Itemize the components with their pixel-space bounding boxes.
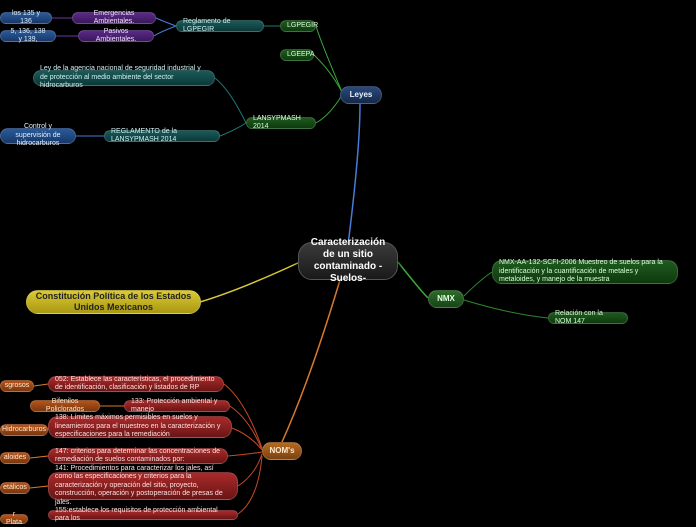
noms-child[interactable]: 133: Protección ambiental y manejo: [124, 400, 230, 412]
reglamento-left[interactable]: 5, 136, 138 y 139,: [0, 30, 56, 42]
reglamento-left[interactable]: Pasivos Ambientales.: [78, 30, 154, 42]
noms-child[interactable]: Bifenilos Policlorados: [30, 400, 100, 412]
main-branch-noms[interactable]: NOM's: [262, 442, 302, 460]
noms-child[interactable]: 052: Establece las características, el p…: [48, 376, 224, 392]
noms-child[interactable]: etálicos: [0, 482, 30, 494]
nmx-child[interactable]: Relación con la NOM 147: [548, 312, 628, 324]
leyes-child[interactable]: Reglamento de LGPEGIR: [176, 20, 264, 32]
child-node[interactable]: Ley de la agencia nacional de seguridad …: [33, 70, 215, 86]
leyes-child[interactable]: LANSYPMASH 2014: [246, 117, 316, 129]
center-node[interactable]: Caracterización de un sitio contaminado …: [298, 242, 398, 280]
main-branch-leyes[interactable]: Leyes: [340, 86, 382, 104]
leyes-child[interactable]: LGEEPA: [280, 49, 314, 61]
child-node[interactable]: REGLAMENTO de la LANSYPMASH 2014: [104, 130, 220, 142]
reglamento-left[interactable]: Emergencias Ambientales.: [72, 12, 156, 24]
noms-child[interactable]: sgrosos: [0, 380, 34, 392]
noms-child[interactable]: 138: Límites máximos permisibles en suel…: [48, 416, 232, 438]
noms-child[interactable]: aloides: [0, 452, 30, 464]
noms-child[interactable]: 155:establece los requisitos de protecci…: [48, 510, 238, 520]
nmx-child[interactable]: NMX-AA-132-SCFI-2006 Muestreo de suelos …: [492, 260, 678, 284]
noms-child[interactable]: r Plata: [0, 514, 28, 524]
noms-child[interactable]: 147: criterios para determinar las conce…: [48, 448, 228, 464]
noms-child[interactable]: 141: Procedimientos para caracterizar lo…: [48, 472, 238, 500]
noms-child[interactable]: Hidrocarburos: [0, 424, 48, 436]
main-branch-constitucion[interactable]: Constitución Política de los Estados Uni…: [26, 290, 201, 314]
leyes-child[interactable]: LGPEGIR: [280, 20, 316, 32]
reglamento-left[interactable]: los 135 y 136: [0, 12, 52, 24]
child-node[interactable]: Control y supervisión de hidrocarburos: [0, 128, 76, 144]
main-branch-nmx[interactable]: NMX: [428, 290, 464, 308]
